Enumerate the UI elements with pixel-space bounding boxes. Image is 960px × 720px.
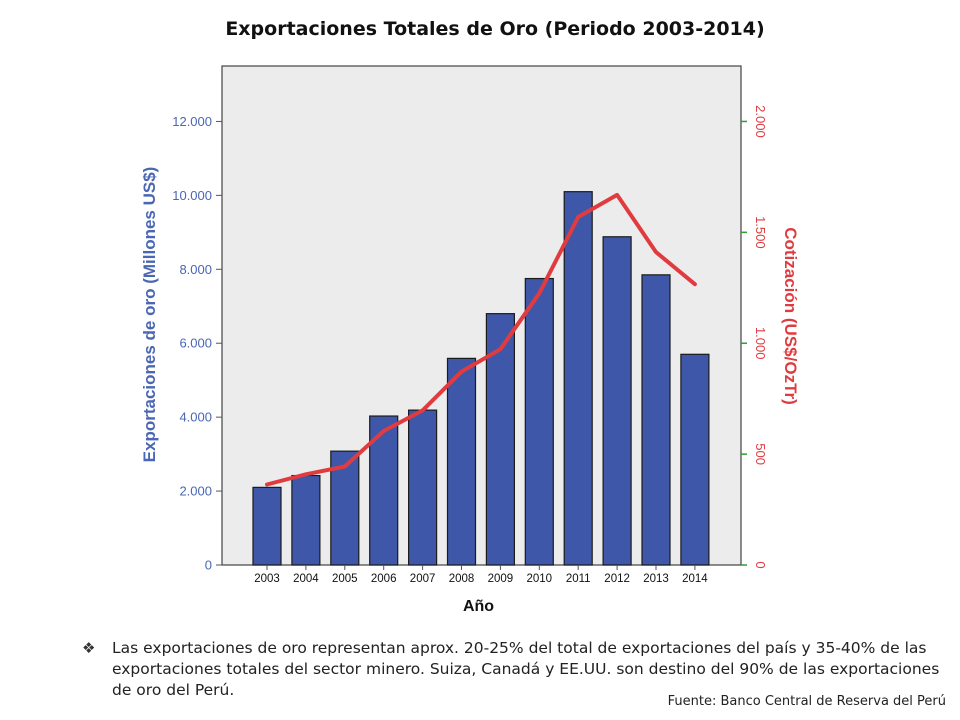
bar-2008 [446, 357, 477, 566]
left-tick-label: 2.000 [179, 484, 212, 499]
x-tick-label: 2011 [566, 573, 591, 585]
right-tick-label: 0 [753, 561, 768, 568]
x-tick-label: 2007 [410, 573, 436, 585]
left-axis-label: Exportaciones de oro (Millones US$) [140, 167, 159, 463]
footnote: ❖ Las exportaciones de oro representan a… [82, 638, 942, 701]
right-tick-label: 1.000 [753, 327, 768, 360]
bar-2010 [524, 277, 554, 566]
x-tick-label: 2005 [332, 573, 358, 585]
combo-chart: 0 2.000 4.000 6.000 8.000 10.000 12.000 0 500 1.0… [140, 65, 800, 615]
left-tick-label: 0 [205, 558, 212, 573]
bar-2014 [680, 353, 710, 566]
footnote-text: Las exportaciones de oro representan apr… [112, 639, 940, 699]
cotizacion-line [265, 192, 697, 487]
left-tick-label: 8.000 [179, 262, 212, 277]
bar-2012 [602, 236, 632, 566]
left-tick-label: 6.000 [179, 336, 212, 351]
bar-2011 [563, 191, 593, 566]
right-tick-label: 1.500 [753, 216, 768, 249]
bar-2013 [641, 274, 671, 566]
right-axis-label: Cotización (US$/OzTr) [781, 227, 800, 405]
source-text: Fuente: Banco Central de Reserva del Per… [667, 694, 946, 709]
bar-2007 [408, 409, 438, 566]
x-axis-label: Año [463, 598, 494, 615]
right-tick-label: 500 [753, 443, 768, 465]
x-tick-label: 2006 [371, 573, 397, 585]
x-tick-label: 2013 [643, 573, 669, 585]
right-tick-label: 2.000 [753, 105, 768, 138]
bar-2003 [252, 486, 282, 566]
x-tick-label: 2008 [449, 573, 475, 585]
left-tick-label: 12.000 [172, 114, 212, 129]
left-tick-label: 4.000 [179, 410, 212, 425]
left-tick-label: 10.000 [172, 188, 212, 203]
bar-2006 [369, 415, 399, 566]
x-tick-label: 2009 [488, 573, 514, 585]
bullet-icon: ❖ [82, 639, 96, 657]
x-tick-label: 2004 [293, 573, 319, 585]
x-tick-label: 2010 [527, 573, 553, 585]
x-tick-label: 2003 [254, 573, 280, 585]
bar-2004 [291, 474, 321, 566]
chart-title: Exportaciones Totales de Oro (Periodo 20… [225, 18, 765, 40]
x-tick-label: 2014 [682, 573, 708, 585]
x-tick-label: 2012 [604, 573, 630, 585]
